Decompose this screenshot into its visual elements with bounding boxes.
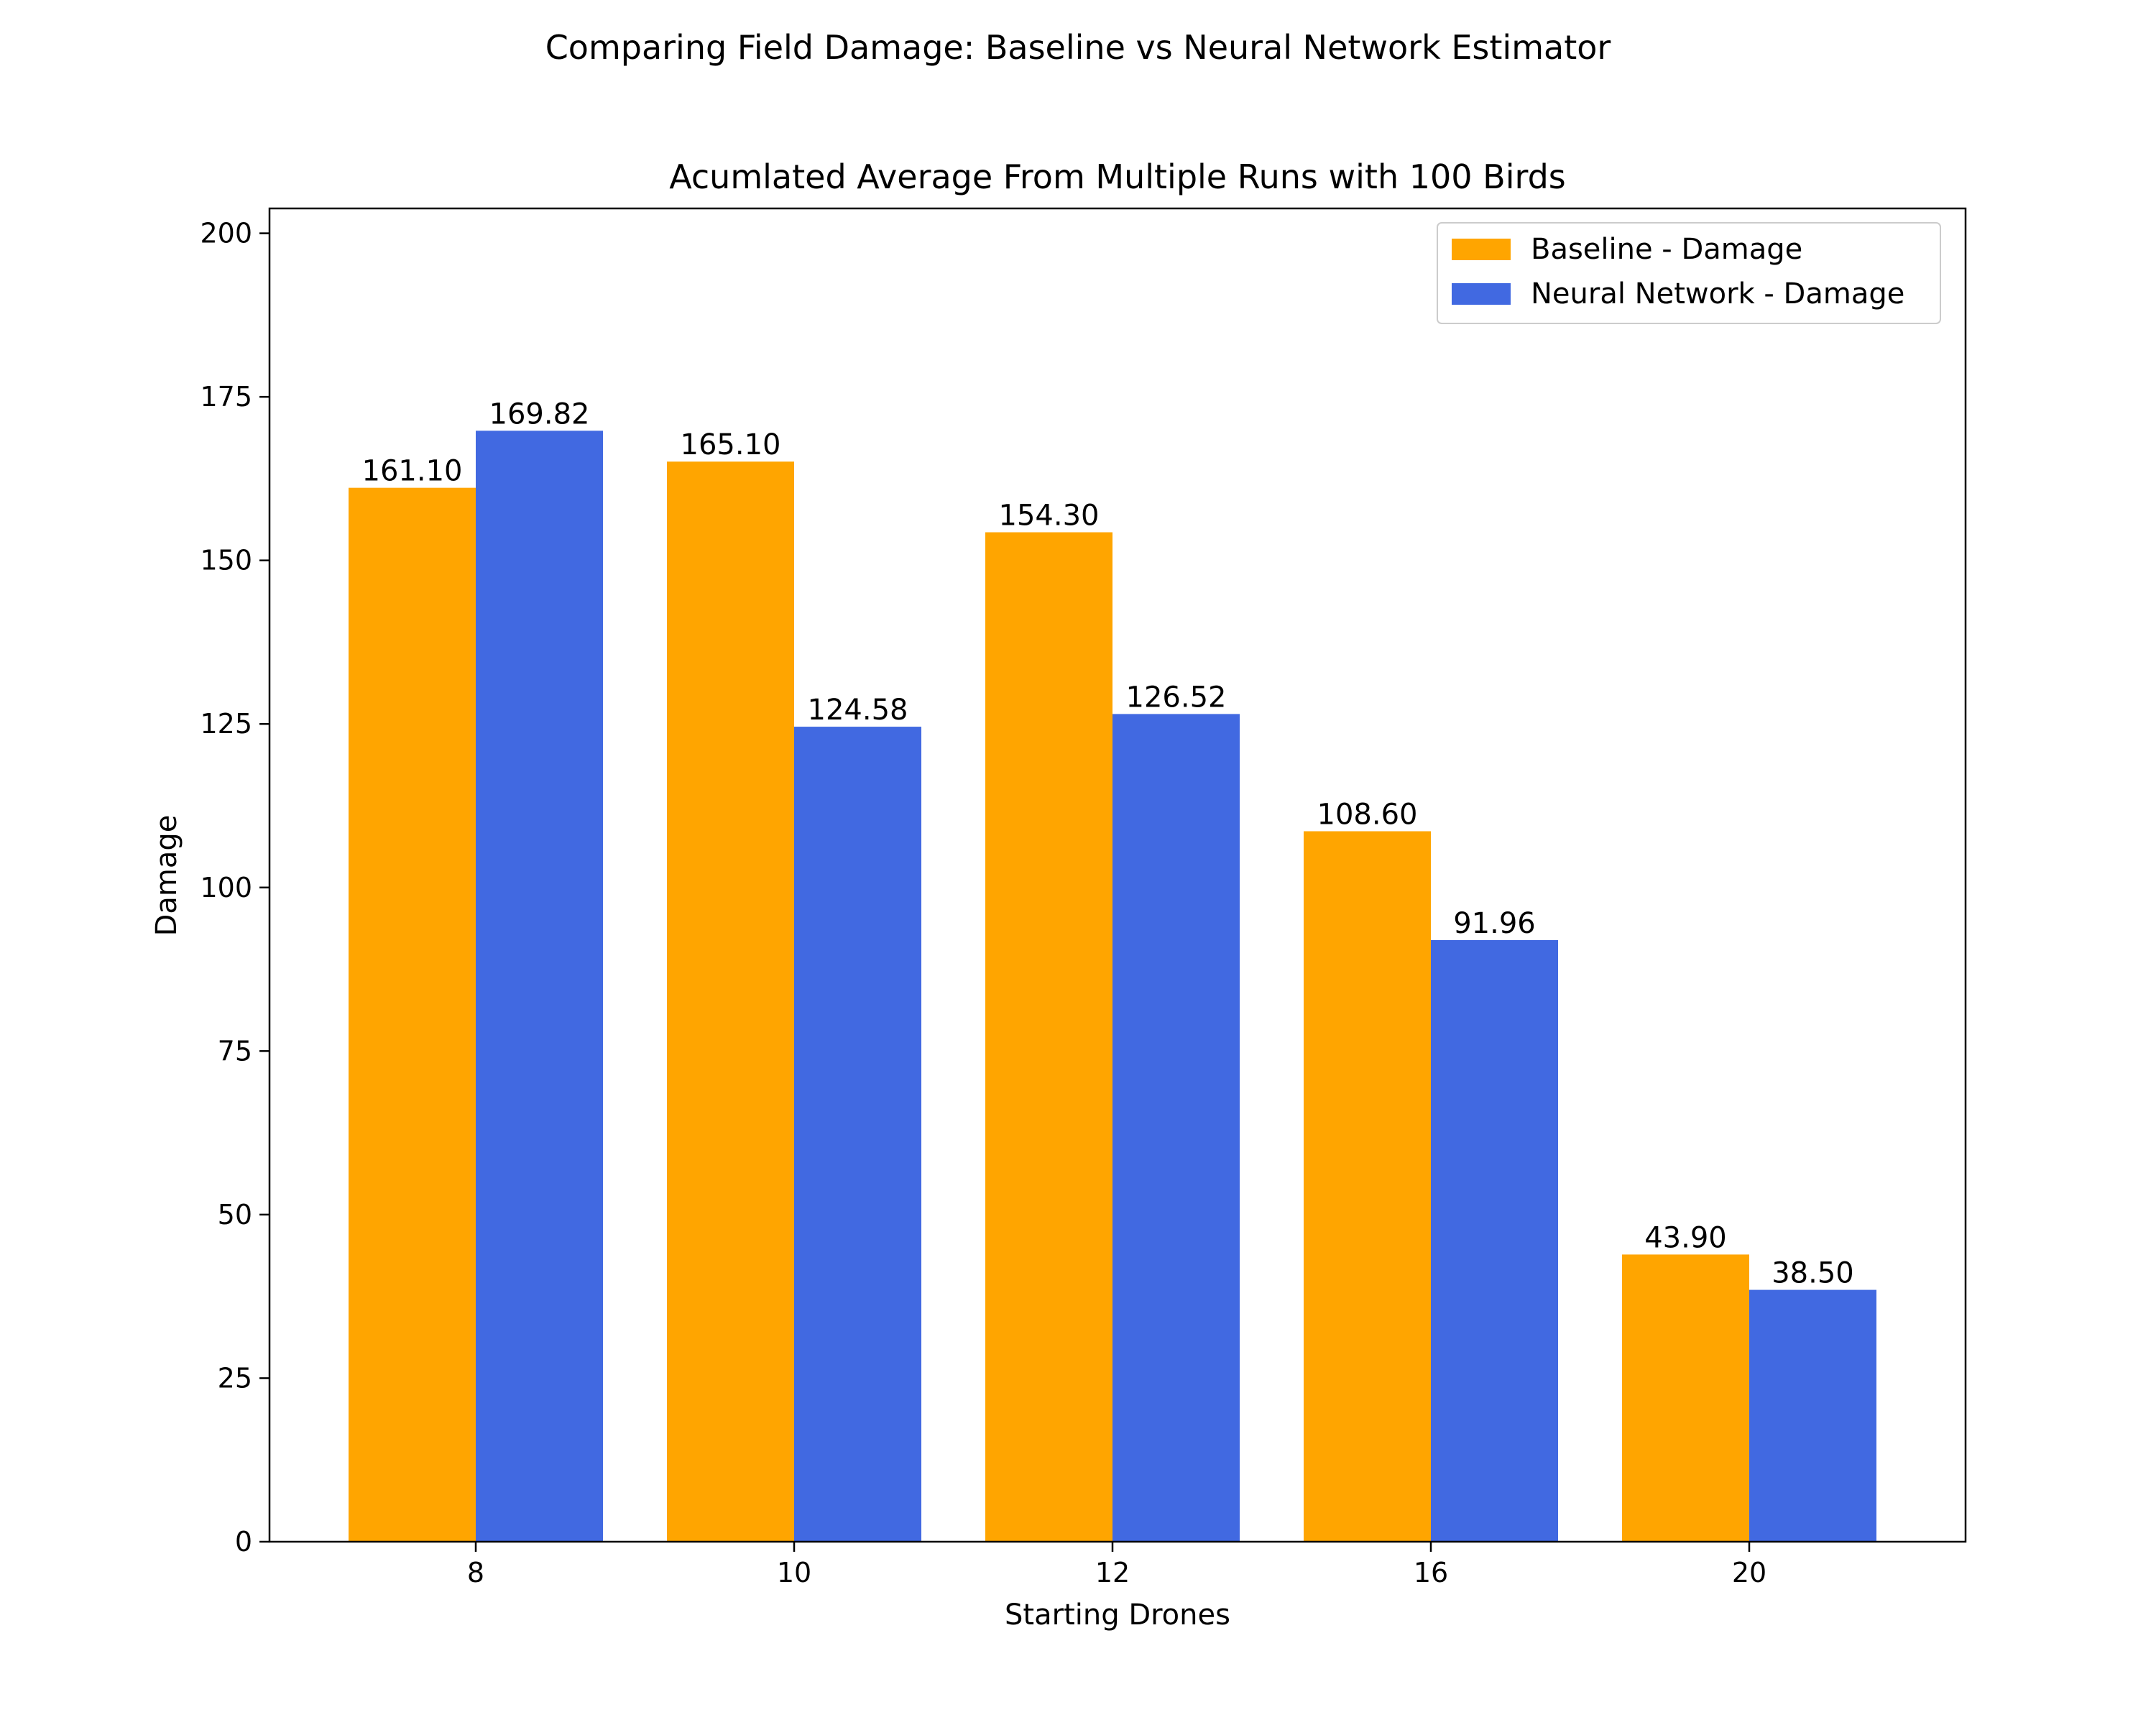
y-tick-label: 125 [200, 708, 252, 740]
x-tick-label: 10 [777, 1557, 811, 1588]
legend-swatch-baseline [1452, 239, 1511, 260]
bar-value-label: 43.90 [1644, 1221, 1727, 1254]
y-tick-label: 150 [200, 545, 252, 576]
y-tick-label: 25 [218, 1362, 252, 1394]
legend-label-neural-network: Neural Network - Damage [1531, 277, 1904, 310]
bar-baseline-16 [1304, 831, 1431, 1542]
bar-neural-network-20 [1749, 1289, 1876, 1542]
chart-title: Acumlated Average From Multiple Runs wit… [669, 157, 1566, 196]
y-tick-label: 200 [200, 218, 252, 249]
bar-value-label: 169.82 [489, 397, 590, 431]
bar-baseline-12 [985, 532, 1112, 1542]
bar-value-label: 91.96 [1453, 907, 1536, 940]
bar-neural-network-8 [476, 431, 603, 1542]
x-tick-label: 20 [1732, 1557, 1766, 1588]
y-axis: 0 25 50 75 100 125 150 175 200 [200, 218, 270, 1558]
x-axis: 8 10 12 16 20 [467, 1542, 1766, 1588]
bar-value-label: 154.30 [999, 500, 1100, 533]
bar-baseline-20 [1622, 1254, 1749, 1542]
y-axis-label: Damage [150, 815, 183, 937]
figure-suptitle: Comparing Field Damage: Baseline vs Neur… [545, 28, 1611, 67]
plot-frame [268, 207, 1967, 1543]
bar-value-label: 124.58 [808, 694, 908, 727]
y-tick-label: 50 [218, 1199, 252, 1230]
legend-swatch-neural-network [1452, 283, 1511, 305]
bar-neural-network-10 [794, 727, 921, 1542]
bar-value-label: 108.60 [1317, 799, 1418, 832]
legend-label-baseline: Baseline - Damage [1531, 233, 1802, 266]
legend: Baseline - Damage Neural Network - Damage [1437, 222, 1941, 324]
bar-neural-network-16 [1431, 939, 1558, 1542]
x-tick-label: 12 [1095, 1557, 1130, 1588]
legend-box [1437, 222, 1941, 324]
x-tick-label: 16 [1414, 1557, 1448, 1588]
bar-baseline-8 [349, 487, 476, 1542]
bar-value-label: 165.10 [681, 428, 781, 461]
y-tick-label: 175 [200, 381, 252, 413]
x-tick-label: 8 [467, 1557, 484, 1588]
bar-neural-network-12 [1112, 714, 1240, 1542]
y-tick-label: 75 [218, 1035, 252, 1067]
y-tick-label: 100 [200, 872, 252, 903]
bar-value-label: 38.50 [1772, 1257, 1854, 1290]
bar-labels-layer: 161.10 169.82 165.10 124.58 154.30 126.52 108.… [362, 397, 1854, 1289]
y-tick-label: 0 [235, 1526, 252, 1558]
bar-baseline-10 [667, 461, 794, 1542]
bars-layer [349, 431, 1876, 1542]
bar-value-label: 161.10 [362, 455, 463, 488]
x-axis-label: Starting Drones [1005, 1598, 1230, 1632]
bar-value-label: 126.52 [1126, 681, 1227, 714]
